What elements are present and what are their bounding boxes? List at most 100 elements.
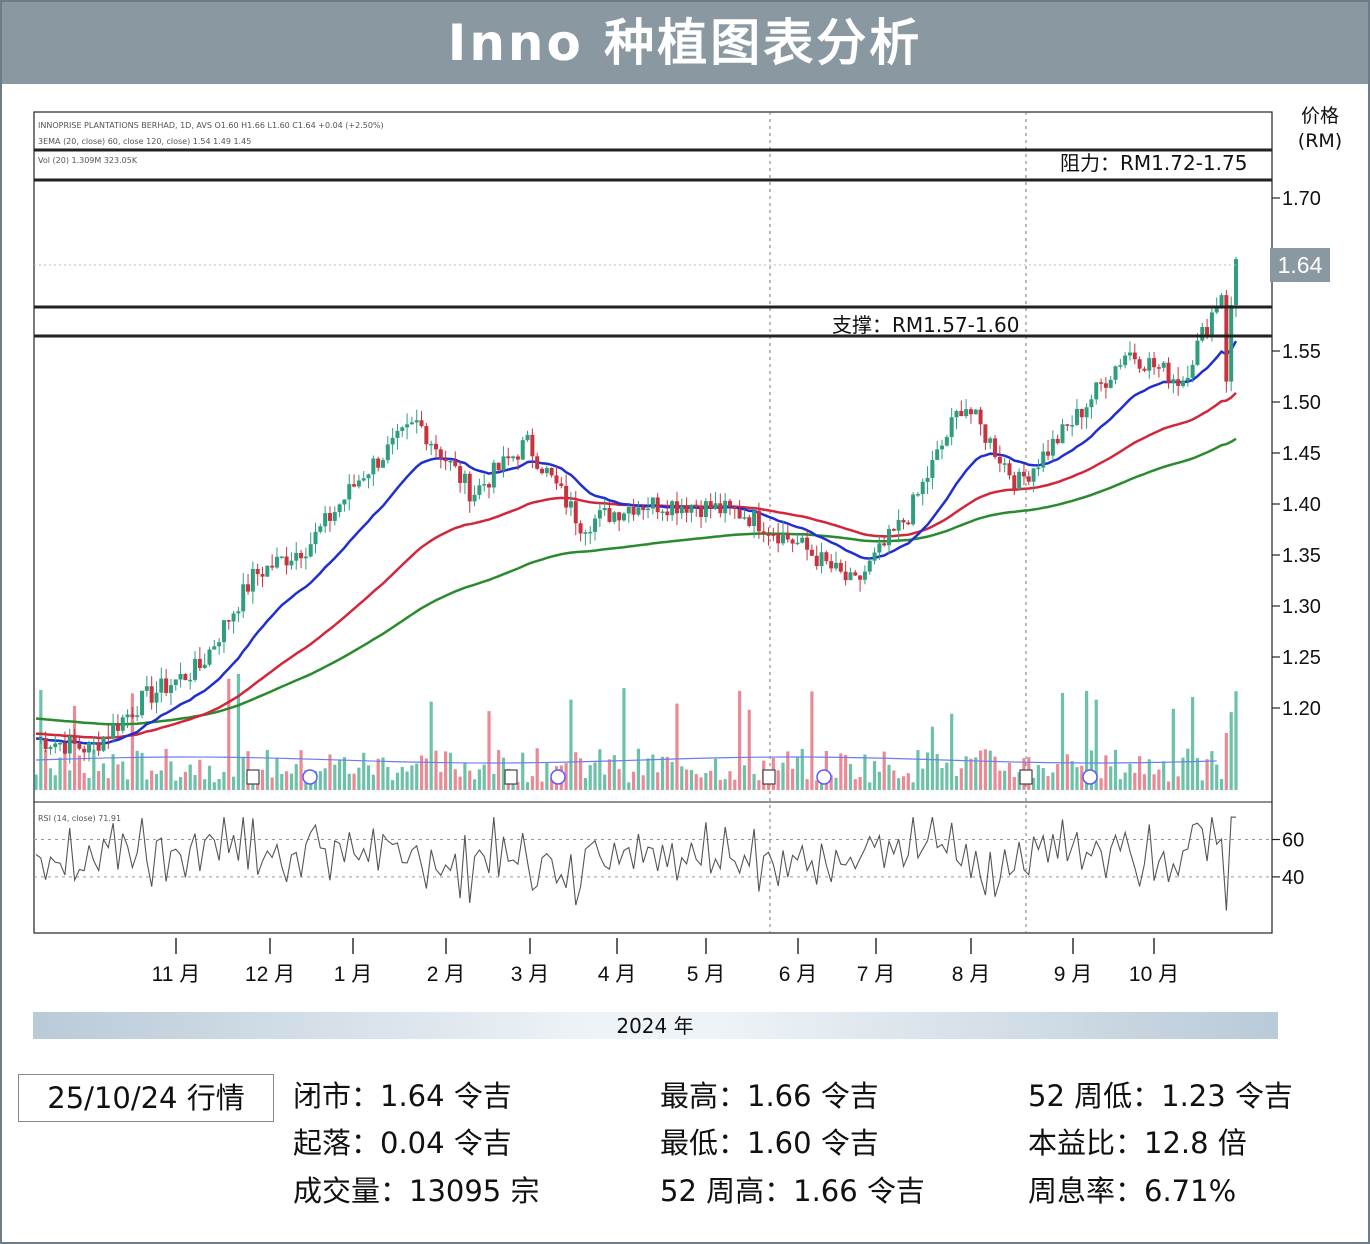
volume-bar: [1195, 758, 1200, 790]
volume-bar: [376, 758, 380, 790]
volume-bar: [709, 770, 713, 790]
volume-bar: [270, 777, 274, 790]
candle-body: [1123, 355, 1128, 366]
support-label: 支撑：RM1.57-1.60: [832, 313, 1019, 337]
volume-bar: [405, 771, 409, 790]
candle-body: [1234, 259, 1238, 306]
volume-bar: [458, 776, 462, 790]
volume-bar: [1080, 765, 1084, 790]
volume-bar: [593, 762, 597, 790]
volume-bar: [77, 755, 81, 790]
y-tick-label: 1.55: [1282, 341, 1321, 363]
volume-bar: [256, 780, 260, 790]
volume-bar: [641, 775, 645, 790]
volume-bar: [665, 756, 669, 790]
event-marker: [504, 769, 518, 785]
volume-bar: [612, 755, 616, 790]
candle-body: [154, 692, 159, 703]
candle-body: [67, 736, 72, 754]
candle-body: [1060, 424, 1065, 444]
candle-body: [843, 571, 848, 581]
volume-bar: [1046, 776, 1050, 790]
volume-bar: [680, 766, 684, 790]
volume-bar: [289, 773, 294, 790]
volume-bar: [1012, 777, 1016, 790]
candle-body: [424, 426, 429, 445]
candle-body: [858, 575, 863, 580]
volume-bar: [1003, 770, 1007, 790]
volume-bar: [477, 769, 481, 790]
candle-body: [342, 499, 347, 505]
candle-body: [453, 460, 458, 467]
candle-body: [217, 642, 222, 647]
volume-bar: [159, 770, 163, 790]
volume-bar: [357, 767, 361, 790]
stat-5: 52 周高：1.66 令吉: [660, 1174, 925, 1208]
volume-bar: [231, 776, 236, 790]
year-label: 2024 年: [616, 1014, 694, 1038]
candle-body: [853, 572, 858, 576]
candle-body: [1021, 471, 1026, 477]
candle-body: [829, 561, 834, 569]
chart-header-line1: INNOPRISE PLANTATIONS BERHAD, 1D, AVS O1…: [38, 121, 384, 130]
volume-bar: [853, 779, 857, 790]
candle-body: [173, 679, 178, 686]
volume-bar: [925, 752, 930, 790]
candle-body: [183, 674, 188, 681]
volume-bar: [940, 768, 944, 790]
volume-bar: [318, 771, 322, 790]
volume-bar: [1128, 763, 1132, 790]
stat-1: 起落：0.04 令吉: [293, 1126, 512, 1160]
event-marker: [762, 769, 776, 785]
candle-body: [896, 519, 901, 531]
candle-body: [925, 477, 930, 482]
volume-bar: [911, 782, 915, 790]
volume-bar: [48, 768, 53, 790]
volume-bar: [689, 770, 694, 790]
volume-bar: [391, 780, 395, 790]
candle-body: [1002, 463, 1007, 465]
volume-bar: [872, 761, 877, 790]
candle-body: [814, 555, 819, 567]
candle-body: [62, 742, 67, 754]
candle-body: [135, 715, 140, 717]
candle-body: [1108, 379, 1113, 388]
candle-body: [1026, 476, 1031, 482]
candle-body: [43, 738, 48, 750]
volume-bar: [786, 751, 790, 790]
volume-bar: [1094, 699, 1098, 790]
candle-body: [718, 503, 723, 514]
candle-body: [130, 714, 135, 717]
candle-body: [559, 483, 564, 486]
candle-body: [1205, 327, 1210, 335]
y-tick-label: 1.40: [1282, 494, 1321, 516]
candle-body: [1118, 365, 1123, 367]
candle-body: [366, 474, 371, 479]
candle-body: [120, 717, 125, 731]
volume-bar: [969, 758, 973, 790]
candle-body: [887, 529, 892, 546]
candle-body: [954, 410, 959, 418]
candle-body: [255, 568, 260, 575]
volume-bar: [285, 771, 289, 790]
volume-bar: [145, 779, 149, 790]
volume-bar: [371, 774, 375, 790]
volume-bar: [1056, 764, 1060, 790]
candle-body: [920, 481, 925, 495]
candle-body: [226, 620, 231, 622]
candle-body: [149, 686, 154, 703]
volume-bar: [935, 754, 939, 790]
candle-body: [776, 534, 781, 544]
candle-body: [872, 552, 877, 561]
candle-body: [780, 533, 785, 544]
volume-bar: [892, 770, 896, 790]
volume-bar: [1186, 748, 1190, 790]
candle-body: [636, 507, 641, 515]
volume-bar: [1138, 756, 1142, 790]
volume-bar: [419, 755, 424, 790]
candle-body: [520, 440, 525, 460]
volume-bar: [757, 780, 761, 790]
volume-bar: [713, 758, 718, 790]
stat-8: 周息率：6.71%: [1028, 1174, 1237, 1208]
candle-body: [332, 512, 337, 521]
